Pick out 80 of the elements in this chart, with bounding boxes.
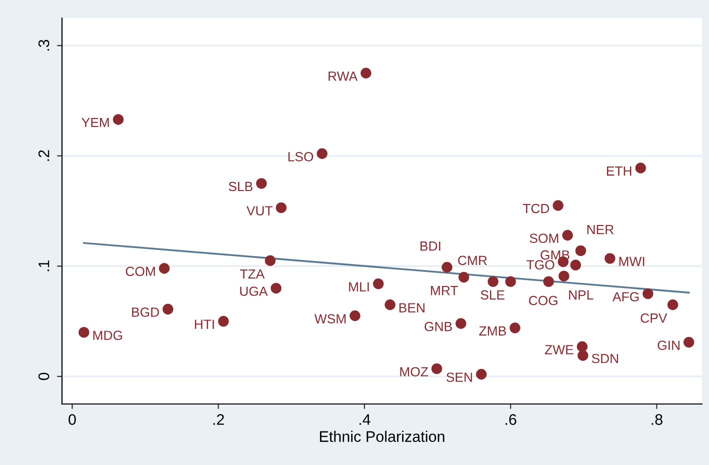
point bbox=[162, 304, 174, 315]
x-tick-label: .8 bbox=[652, 414, 662, 425]
annotation: VUT bbox=[246, 206, 273, 216]
point bbox=[578, 350, 588, 361]
point bbox=[276, 202, 287, 214]
annotation: SLE bbox=[480, 290, 504, 300]
point bbox=[543, 276, 554, 287]
annotation: AFG bbox=[612, 292, 639, 302]
point bbox=[683, 336, 694, 348]
annotation: SOM bbox=[530, 234, 558, 243]
annotation: BEN bbox=[399, 303, 424, 312]
annotation: TCD bbox=[522, 204, 550, 214]
point bbox=[552, 200, 564, 211]
annotation: YEM bbox=[82, 118, 109, 128]
annotation: MWI bbox=[619, 256, 644, 266]
point bbox=[442, 262, 452, 273]
point bbox=[384, 299, 396, 310]
y-tick-label: .1 bbox=[38, 260, 50, 272]
annotation: MLI bbox=[349, 282, 369, 292]
point bbox=[78, 326, 90, 338]
annotation: BGD bbox=[132, 308, 159, 317]
annotation: RWA bbox=[328, 72, 358, 81]
annotation: NPL bbox=[569, 290, 594, 300]
point bbox=[458, 272, 470, 283]
point bbox=[476, 368, 487, 380]
point bbox=[112, 114, 124, 125]
x-tick-label: .2 bbox=[213, 414, 224, 425]
annotation: WSM bbox=[314, 314, 346, 324]
point bbox=[316, 148, 328, 160]
point bbox=[562, 230, 573, 241]
annotation: TGO bbox=[526, 260, 554, 270]
point bbox=[635, 162, 646, 174]
annotation: ZMB bbox=[479, 326, 506, 336]
annotation: NER bbox=[587, 225, 614, 234]
point bbox=[510, 322, 520, 334]
point bbox=[350, 310, 360, 322]
annotation: SLB bbox=[228, 182, 252, 192]
y-tick-label: .2 bbox=[38, 150, 50, 161]
x-tick-label: .4 bbox=[359, 414, 370, 425]
annotation: GIN bbox=[658, 340, 680, 350]
annotation: MOZ bbox=[400, 367, 428, 376]
point bbox=[218, 316, 229, 327]
point bbox=[570, 260, 581, 270]
x-tick-label: 0 bbox=[68, 414, 76, 425]
point bbox=[667, 299, 678, 310]
annotation: MDG bbox=[93, 330, 122, 340]
point bbox=[372, 278, 384, 290]
annotation: ETH bbox=[606, 166, 632, 176]
x-tick-label: .6 bbox=[506, 414, 516, 425]
y-tick-label: .3 bbox=[38, 40, 50, 51]
annotation: LSO bbox=[288, 152, 314, 162]
point bbox=[558, 270, 570, 282]
annotation: TZA bbox=[240, 269, 265, 279]
annotation: GNB bbox=[424, 322, 452, 332]
annotation: SDN bbox=[592, 354, 618, 364]
point bbox=[158, 262, 170, 274]
annotation: HTI bbox=[194, 320, 214, 329]
annotation: BDI bbox=[420, 242, 440, 251]
point bbox=[360, 68, 372, 78]
point bbox=[256, 178, 267, 189]
annotation: ZWE bbox=[544, 345, 574, 354]
point bbox=[505, 276, 516, 287]
point bbox=[575, 245, 586, 256]
point bbox=[431, 363, 442, 374]
x-axis-title: Ethnic Polarization bbox=[320, 430, 444, 442]
point bbox=[456, 318, 466, 329]
annotation: MRT bbox=[431, 286, 458, 296]
annotation: CMR bbox=[458, 256, 487, 266]
annotation: CPV bbox=[640, 313, 668, 323]
annotation: UGA bbox=[240, 286, 268, 296]
point bbox=[604, 253, 616, 264]
point bbox=[270, 282, 282, 294]
annotation: SEN bbox=[446, 372, 472, 382]
annotation: COG bbox=[528, 296, 558, 306]
y-tick-label: 0 bbox=[38, 372, 50, 380]
point bbox=[576, 341, 588, 352]
annotation: COM bbox=[126, 266, 155, 276]
point bbox=[488, 276, 498, 287]
point bbox=[264, 255, 276, 266]
point bbox=[642, 288, 654, 300]
